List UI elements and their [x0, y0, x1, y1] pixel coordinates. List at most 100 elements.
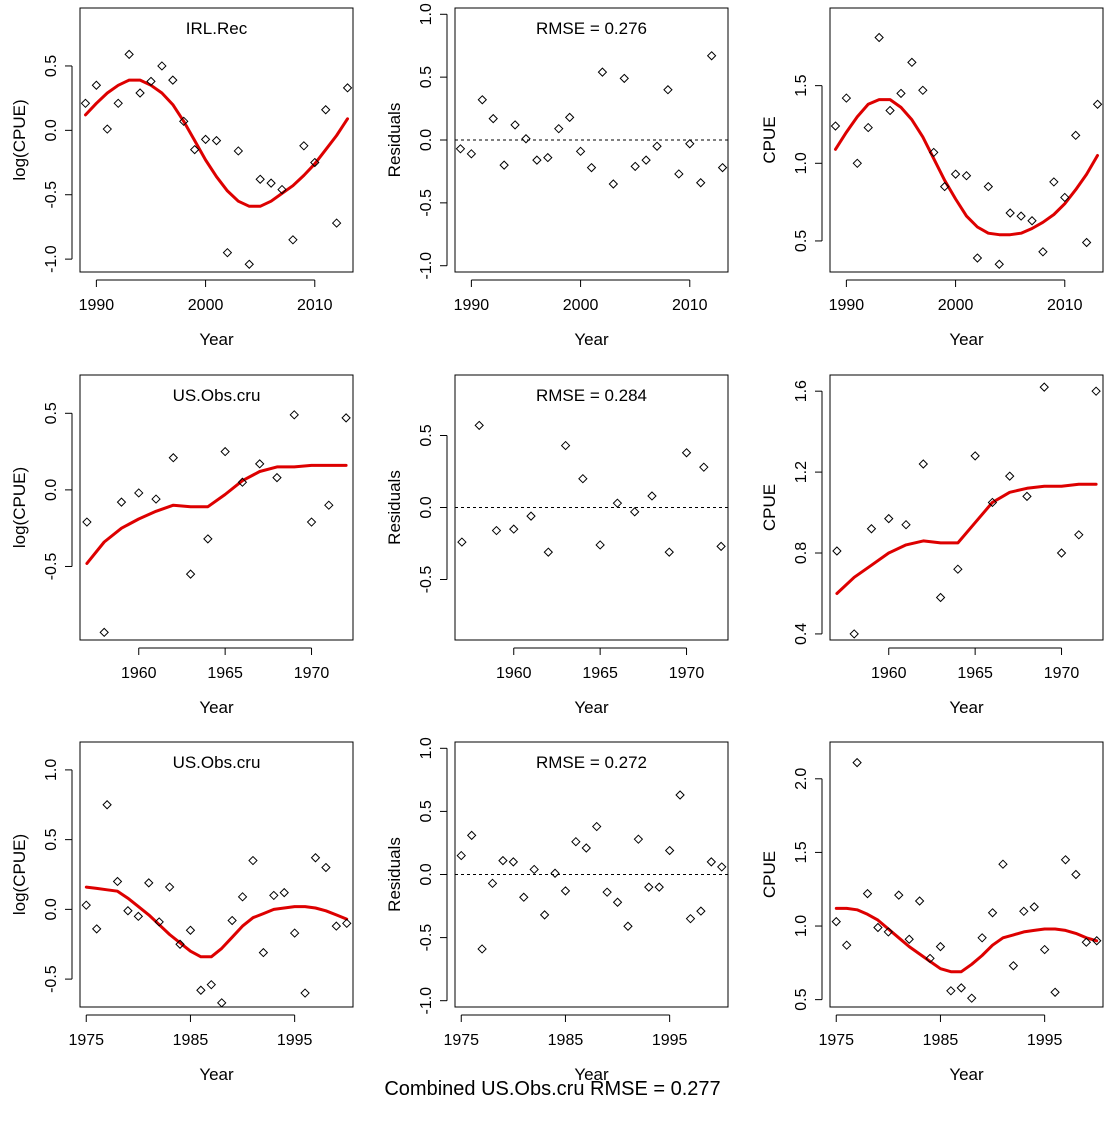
data-point [873, 922, 883, 933]
data-point [477, 95, 488, 105]
data-point [983, 181, 994, 192]
data-point [685, 913, 696, 924]
data-point [133, 911, 144, 922]
x-tick-label: 1990 [454, 297, 490, 314]
y-tick-label: 0.5 [418, 800, 435, 822]
data-point [237, 477, 248, 487]
data-point [706, 51, 717, 61]
data-point [918, 459, 929, 469]
panel-3-3: 1975 1985 1995 Year 0.5 1.0 1.5 2.0 CPUE [760, 741, 1104, 1084]
panel-3-1: 1975 1985 1995 Year -0.5 0.0 0.5 1.0 log(CPUE) US… [10, 741, 354, 1084]
y-tick-label: 1.0 [418, 3, 435, 25]
data-point [321, 862, 331, 873]
x-tick-label: 2010 [297, 297, 333, 314]
panel-3-2: 1975 1985 1995 Year -1.0 -0.5 0.0 0.5 1.0 Residua… [385, 737, 729, 1084]
data-point [832, 546, 842, 556]
data-point [664, 845, 675, 856]
data-points [455, 51, 728, 189]
data-point [918, 85, 928, 96]
x-axis-label: Year [574, 330, 609, 349]
data-points [80, 49, 353, 269]
data-point [946, 986, 956, 996]
data-points [81, 800, 352, 1008]
y-axis: -0.5 0.0 0.5 Residuals [385, 424, 448, 593]
y-tick-label: -1.0 [418, 987, 435, 1015]
data-point [592, 821, 602, 832]
data-point [206, 979, 216, 990]
data-point [717, 862, 727, 872]
data-point [929, 147, 939, 158]
data-point [550, 868, 560, 878]
y-tick-label: 0.5 [43, 828, 60, 850]
data-point [331, 218, 342, 228]
data-point [539, 910, 550, 920]
data-point [237, 892, 248, 902]
data-point [554, 123, 564, 134]
y-tick-label: 1.0 [793, 152, 810, 174]
data-point [258, 947, 269, 958]
x-tick-label: 1990 [79, 297, 115, 314]
y-tick-label: 0.5 [418, 66, 435, 88]
x-tick-label: 2000 [938, 297, 974, 314]
data-point [1070, 130, 1081, 141]
data-point [102, 124, 113, 134]
data-point [706, 857, 717, 867]
data-point [1056, 548, 1067, 558]
plot-frame [454, 741, 729, 1008]
data-point [695, 178, 706, 188]
data-point [113, 98, 123, 109]
data-point [664, 547, 674, 557]
data-point [99, 627, 109, 638]
data-point [217, 998, 227, 1008]
y-axis: 0.5 1.0 1.5 CPUE [760, 74, 823, 252]
data-point [1004, 471, 1015, 481]
x-tick-label: 1995 [277, 1032, 313, 1049]
data-point [866, 524, 877, 534]
y-tick-label: 1.5 [793, 841, 810, 863]
data-point [477, 944, 487, 954]
data-point [939, 181, 950, 192]
data-point [499, 160, 509, 170]
data-point [612, 498, 623, 508]
data-point [1039, 382, 1049, 392]
data-point [179, 116, 189, 127]
data-point [220, 446, 230, 457]
data-point [134, 488, 144, 498]
data-points [456, 790, 727, 954]
data-point [935, 592, 946, 603]
data-point [831, 916, 841, 927]
y-tick-label: 1.5 [793, 74, 810, 96]
data-point [300, 988, 310, 998]
data-point [595, 540, 605, 550]
data-point [904, 934, 914, 944]
x-tick-label: 2000 [188, 297, 224, 314]
plot-frame [829, 741, 1104, 1008]
data-point [324, 500, 334, 510]
data-point [862, 888, 873, 899]
plot-frame [829, 374, 1104, 641]
data-point [196, 985, 206, 995]
data-point [102, 800, 112, 810]
panel-title: RMSE = 0.272 [536, 753, 647, 772]
data-point [935, 941, 946, 952]
panel-1-3: 1990 2000 2010 Year 0.5 1.0 1.5 CPUE [760, 7, 1104, 349]
data-point [509, 524, 519, 534]
x-tick-label: 1960 [121, 665, 157, 682]
data-point [342, 918, 352, 929]
data-point [629, 507, 640, 517]
data-point [488, 113, 498, 124]
y-axis: -1.0 -0.5 0.0 0.5 log(CPUE) [10, 55, 73, 273]
y-tick-label: 0.0 [43, 479, 60, 501]
data-point [953, 564, 963, 574]
y-tick-label: -0.5 [418, 189, 435, 217]
data-point [510, 120, 520, 130]
panel-1-2: 1990 2000 2010 Year -1.0 -0.5 0.0 0.5 1.0 Residua… [385, 3, 729, 349]
y-axis-label: Residuals [385, 837, 404, 912]
x-tick-label: 1975 [818, 1032, 854, 1049]
y-tick-label: 0.0 [43, 119, 60, 141]
data-point [852, 158, 863, 169]
data-point [699, 462, 709, 472]
y-tick-label: 0.0 [418, 129, 435, 151]
y-axis-label: CPUE [760, 116, 779, 163]
plot-frame [79, 741, 354, 1008]
